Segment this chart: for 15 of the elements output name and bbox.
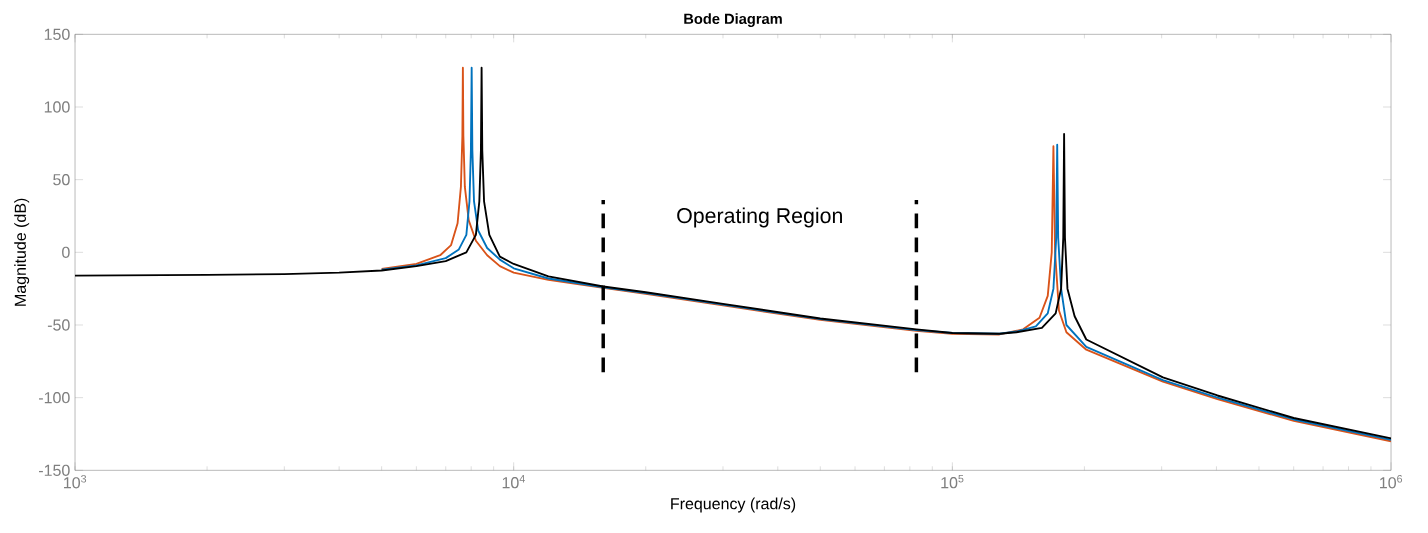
x-tick-label: 10$^{3}$ [64, 474, 87, 489]
y-tick-label: 0 [62, 246, 70, 258]
y-tick-label: 150 [44, 28, 70, 40]
y-tick-label: -50 [47, 319, 70, 331]
y-tick-label: -100 [39, 391, 70, 404]
y-axis-title: Magnitude (dB) [14, 198, 30, 306]
chart-title: Bode Diagram [684, 13, 782, 27]
y-tick-label: 50 [53, 173, 70, 186]
y-tick-label: 100 [44, 101, 70, 113]
x-tick-label: 10$^{4}$ [502, 474, 525, 489]
y-tick-label: -150 [39, 464, 70, 476]
x-tick-label: 10$^{5}$ [941, 474, 964, 489]
annotation: Operating Region [677, 207, 842, 228]
x-tick-label: 10$^{6}$ [1380, 474, 1403, 489]
x-axis-title: Frequency (rad/s) [671, 497, 796, 513]
